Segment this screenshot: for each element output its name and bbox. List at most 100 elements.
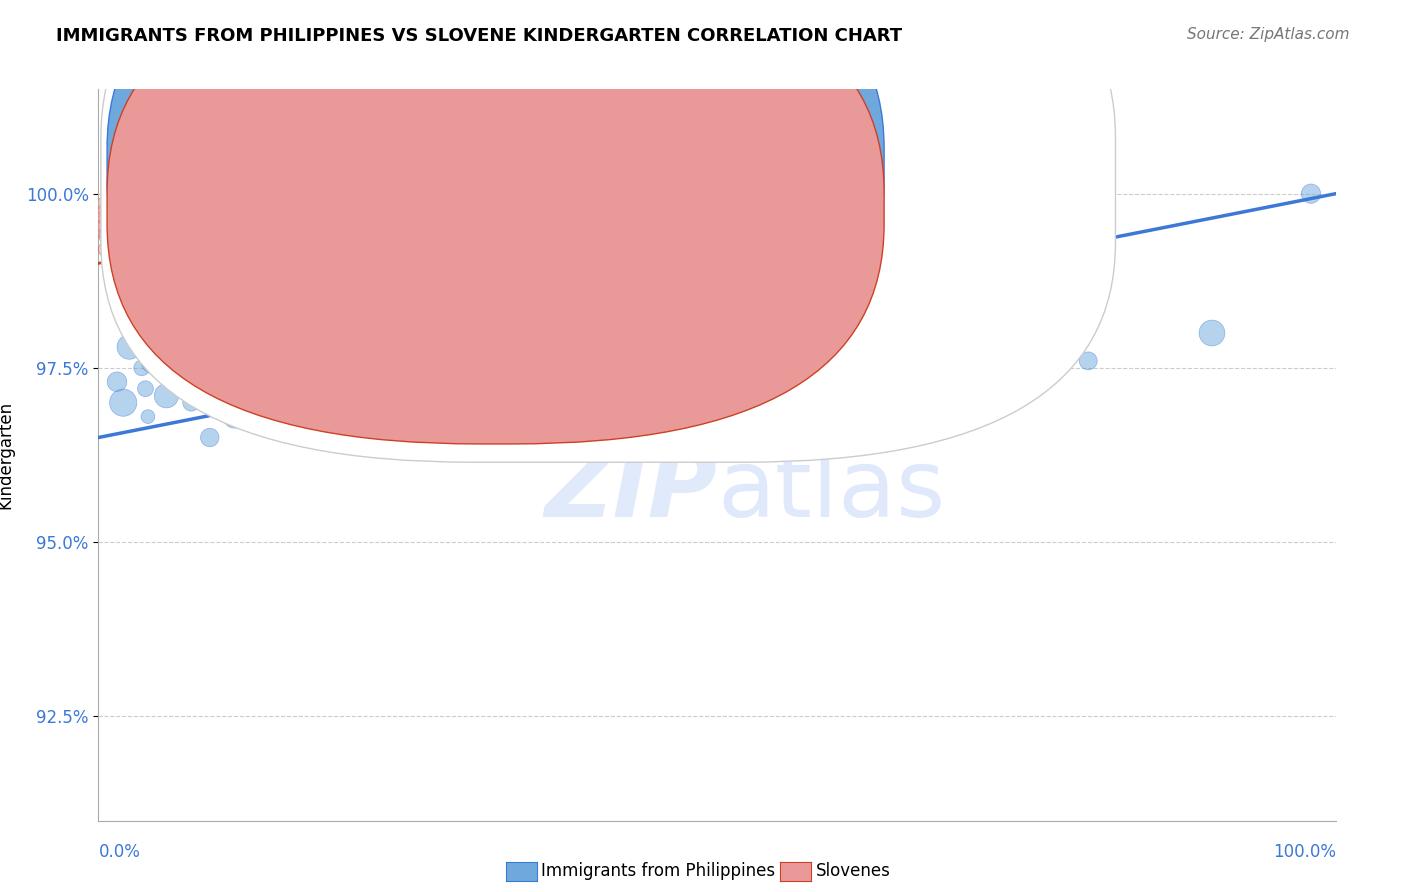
Point [136, 409, 159, 424]
Point [242, 368, 264, 382]
Point [139, 235, 162, 250]
Point [107, 243, 129, 257]
Point [538, 395, 561, 409]
Point [619, 402, 641, 417]
Point [409, 402, 432, 417]
Point [520, 402, 543, 417]
Point [1299, 186, 1322, 201]
Point [247, 389, 270, 403]
Point [117, 243, 139, 257]
Point [120, 201, 142, 215]
Point [143, 354, 166, 368]
Point [174, 201, 197, 215]
Point [96, 214, 118, 228]
Point [118, 221, 141, 235]
Point [103, 249, 125, 263]
Text: R = 0.577   N = 66: R = 0.577 N = 66 [523, 200, 718, 218]
Point [174, 375, 197, 389]
Point [273, 382, 295, 396]
Text: atlas: atlas [717, 445, 945, 538]
Point [205, 382, 228, 396]
Point [278, 354, 301, 368]
Point [97, 235, 120, 250]
Point [260, 201, 283, 215]
Point [322, 186, 344, 201]
Point [1077, 354, 1099, 368]
Point [146, 256, 169, 270]
Point [136, 201, 159, 215]
Point [644, 360, 666, 375]
Point [122, 235, 145, 250]
Point [236, 402, 259, 417]
Point [101, 201, 124, 215]
FancyBboxPatch shape [107, 0, 884, 401]
Point [134, 228, 156, 243]
Point [198, 235, 221, 250]
Point [891, 375, 914, 389]
Point [105, 214, 128, 228]
Point [495, 382, 517, 396]
Point [298, 194, 321, 208]
Text: Slovenes: Slovenes [815, 863, 890, 880]
Point [103, 221, 125, 235]
Point [422, 360, 444, 375]
Point [681, 389, 703, 403]
Point [180, 395, 202, 409]
Point [149, 326, 172, 340]
Text: 0.0%: 0.0% [98, 843, 141, 861]
Point [557, 409, 579, 424]
Point [347, 375, 370, 389]
Point [396, 389, 419, 403]
Point [309, 186, 332, 201]
Point [129, 221, 152, 235]
Point [433, 375, 456, 389]
Point [211, 360, 233, 375]
Point [768, 360, 790, 375]
Point [247, 221, 270, 235]
Point [953, 360, 976, 375]
Point [582, 382, 605, 396]
Point [830, 402, 852, 417]
Point [384, 409, 406, 424]
Point [167, 347, 190, 361]
Point [229, 375, 252, 389]
Point [112, 214, 135, 228]
Point [706, 395, 728, 409]
Point [205, 214, 228, 228]
Point [104, 235, 127, 250]
Point [131, 201, 153, 215]
Point [533, 430, 555, 444]
Point [93, 201, 115, 215]
Point [118, 340, 141, 354]
FancyBboxPatch shape [101, 0, 1115, 462]
Text: IMMIGRANTS FROM PHILIPPINES VS SLOVENE KINDERGARTEN CORRELATION CHART: IMMIGRANTS FROM PHILIPPINES VS SLOVENE K… [56, 27, 903, 45]
Point [298, 340, 321, 354]
Point [155, 208, 177, 222]
Point [162, 243, 184, 257]
Text: ZIP: ZIP [544, 445, 717, 538]
Point [134, 382, 156, 396]
Y-axis label: Kindergarten: Kindergarten [0, 401, 14, 509]
Point [111, 256, 134, 270]
Point [112, 235, 135, 250]
Point [162, 368, 184, 382]
Point [669, 409, 692, 424]
Point [607, 430, 630, 444]
Point [236, 243, 259, 257]
Point [134, 243, 156, 257]
Point [335, 186, 357, 201]
Point [124, 249, 146, 263]
Point [149, 228, 172, 243]
Point [285, 395, 308, 409]
Point [98, 208, 121, 222]
Point [1201, 326, 1223, 340]
Point [335, 402, 357, 417]
Point [198, 430, 221, 444]
Point [224, 409, 246, 424]
Point [155, 389, 177, 403]
Point [1015, 340, 1038, 354]
FancyBboxPatch shape [107, 0, 884, 444]
Point [127, 208, 149, 222]
Point [464, 395, 486, 409]
Point [458, 186, 481, 201]
